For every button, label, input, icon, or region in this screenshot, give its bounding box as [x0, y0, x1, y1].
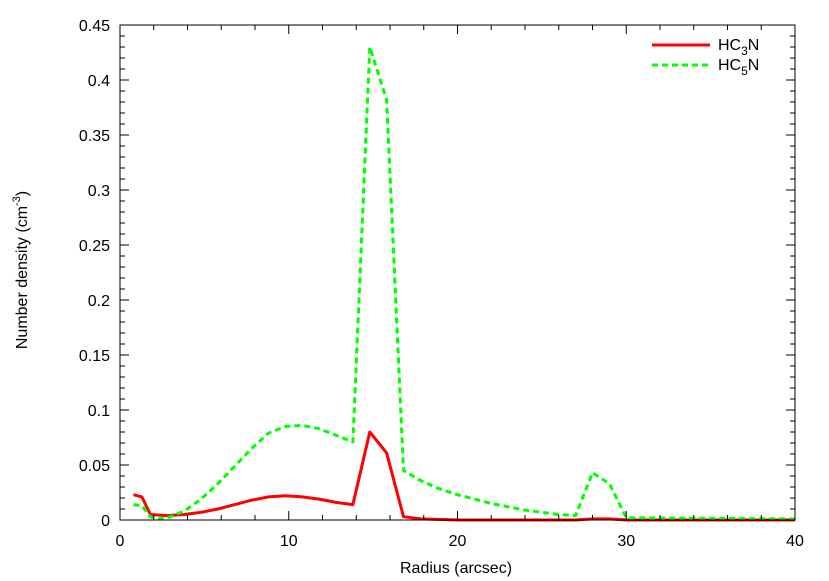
x-tick-label: 40: [786, 533, 804, 550]
x-axis: 0 10 20 30 40: [116, 25, 804, 550]
y-tick-label: 0.35: [79, 128, 110, 145]
legend: HC3N HC5N: [652, 37, 759, 78]
x-axis-title: Radius (arcsec): [400, 560, 512, 577]
y-tick-label: 0.2: [88, 293, 110, 310]
y-axis-title-superscript: -3: [11, 196, 23, 206]
y-axis: 0 0.05 0.1 0.15 0.2 0.25 0.3 0.35 0.4 0.45: [79, 18, 795, 530]
legend-hc5n-sub: 5: [741, 64, 748, 78]
y-axis-title-main: Number density (cm: [14, 206, 31, 349]
y-axis-title-close: ): [14, 191, 31, 196]
y-tick-label: 0.05: [79, 458, 110, 475]
legend-hc3n-rest: N: [748, 37, 760, 54]
y-tick-label: 0: [101, 513, 110, 530]
x-tick-label: 30: [617, 533, 635, 550]
y-tick-label: 0.1: [88, 403, 110, 420]
legend-hc5n-rest: N: [748, 57, 760, 74]
legend-hc3n-base: HC: [718, 37, 741, 54]
legend-hc3n-sub: 3: [741, 44, 748, 58]
x-tick-label: 0: [116, 533, 125, 550]
plot-frame: [119, 24, 796, 521]
x-tick-label: 20: [449, 533, 467, 550]
x-tick-label: 10: [280, 533, 298, 550]
y-axis-title: Number density (cm-3): [11, 191, 31, 349]
y-tick-label: 0.45: [79, 18, 110, 35]
legend-hc5n-base: HC: [718, 57, 741, 74]
y-tick-label: 0.25: [79, 238, 110, 255]
y-tick-label: 0.4: [88, 73, 110, 90]
y-tick-label: 0.3: [88, 183, 110, 200]
series-line-hc3n: [133, 430, 795, 522]
legend-label-hc5n: HC5N: [718, 57, 759, 78]
legend-label-hc3n: HC3N: [718, 37, 759, 58]
plot-lines: [133, 45, 796, 522]
series-line-hc5n: [133, 45, 796, 521]
y-tick-label: 0.15: [79, 348, 110, 365]
